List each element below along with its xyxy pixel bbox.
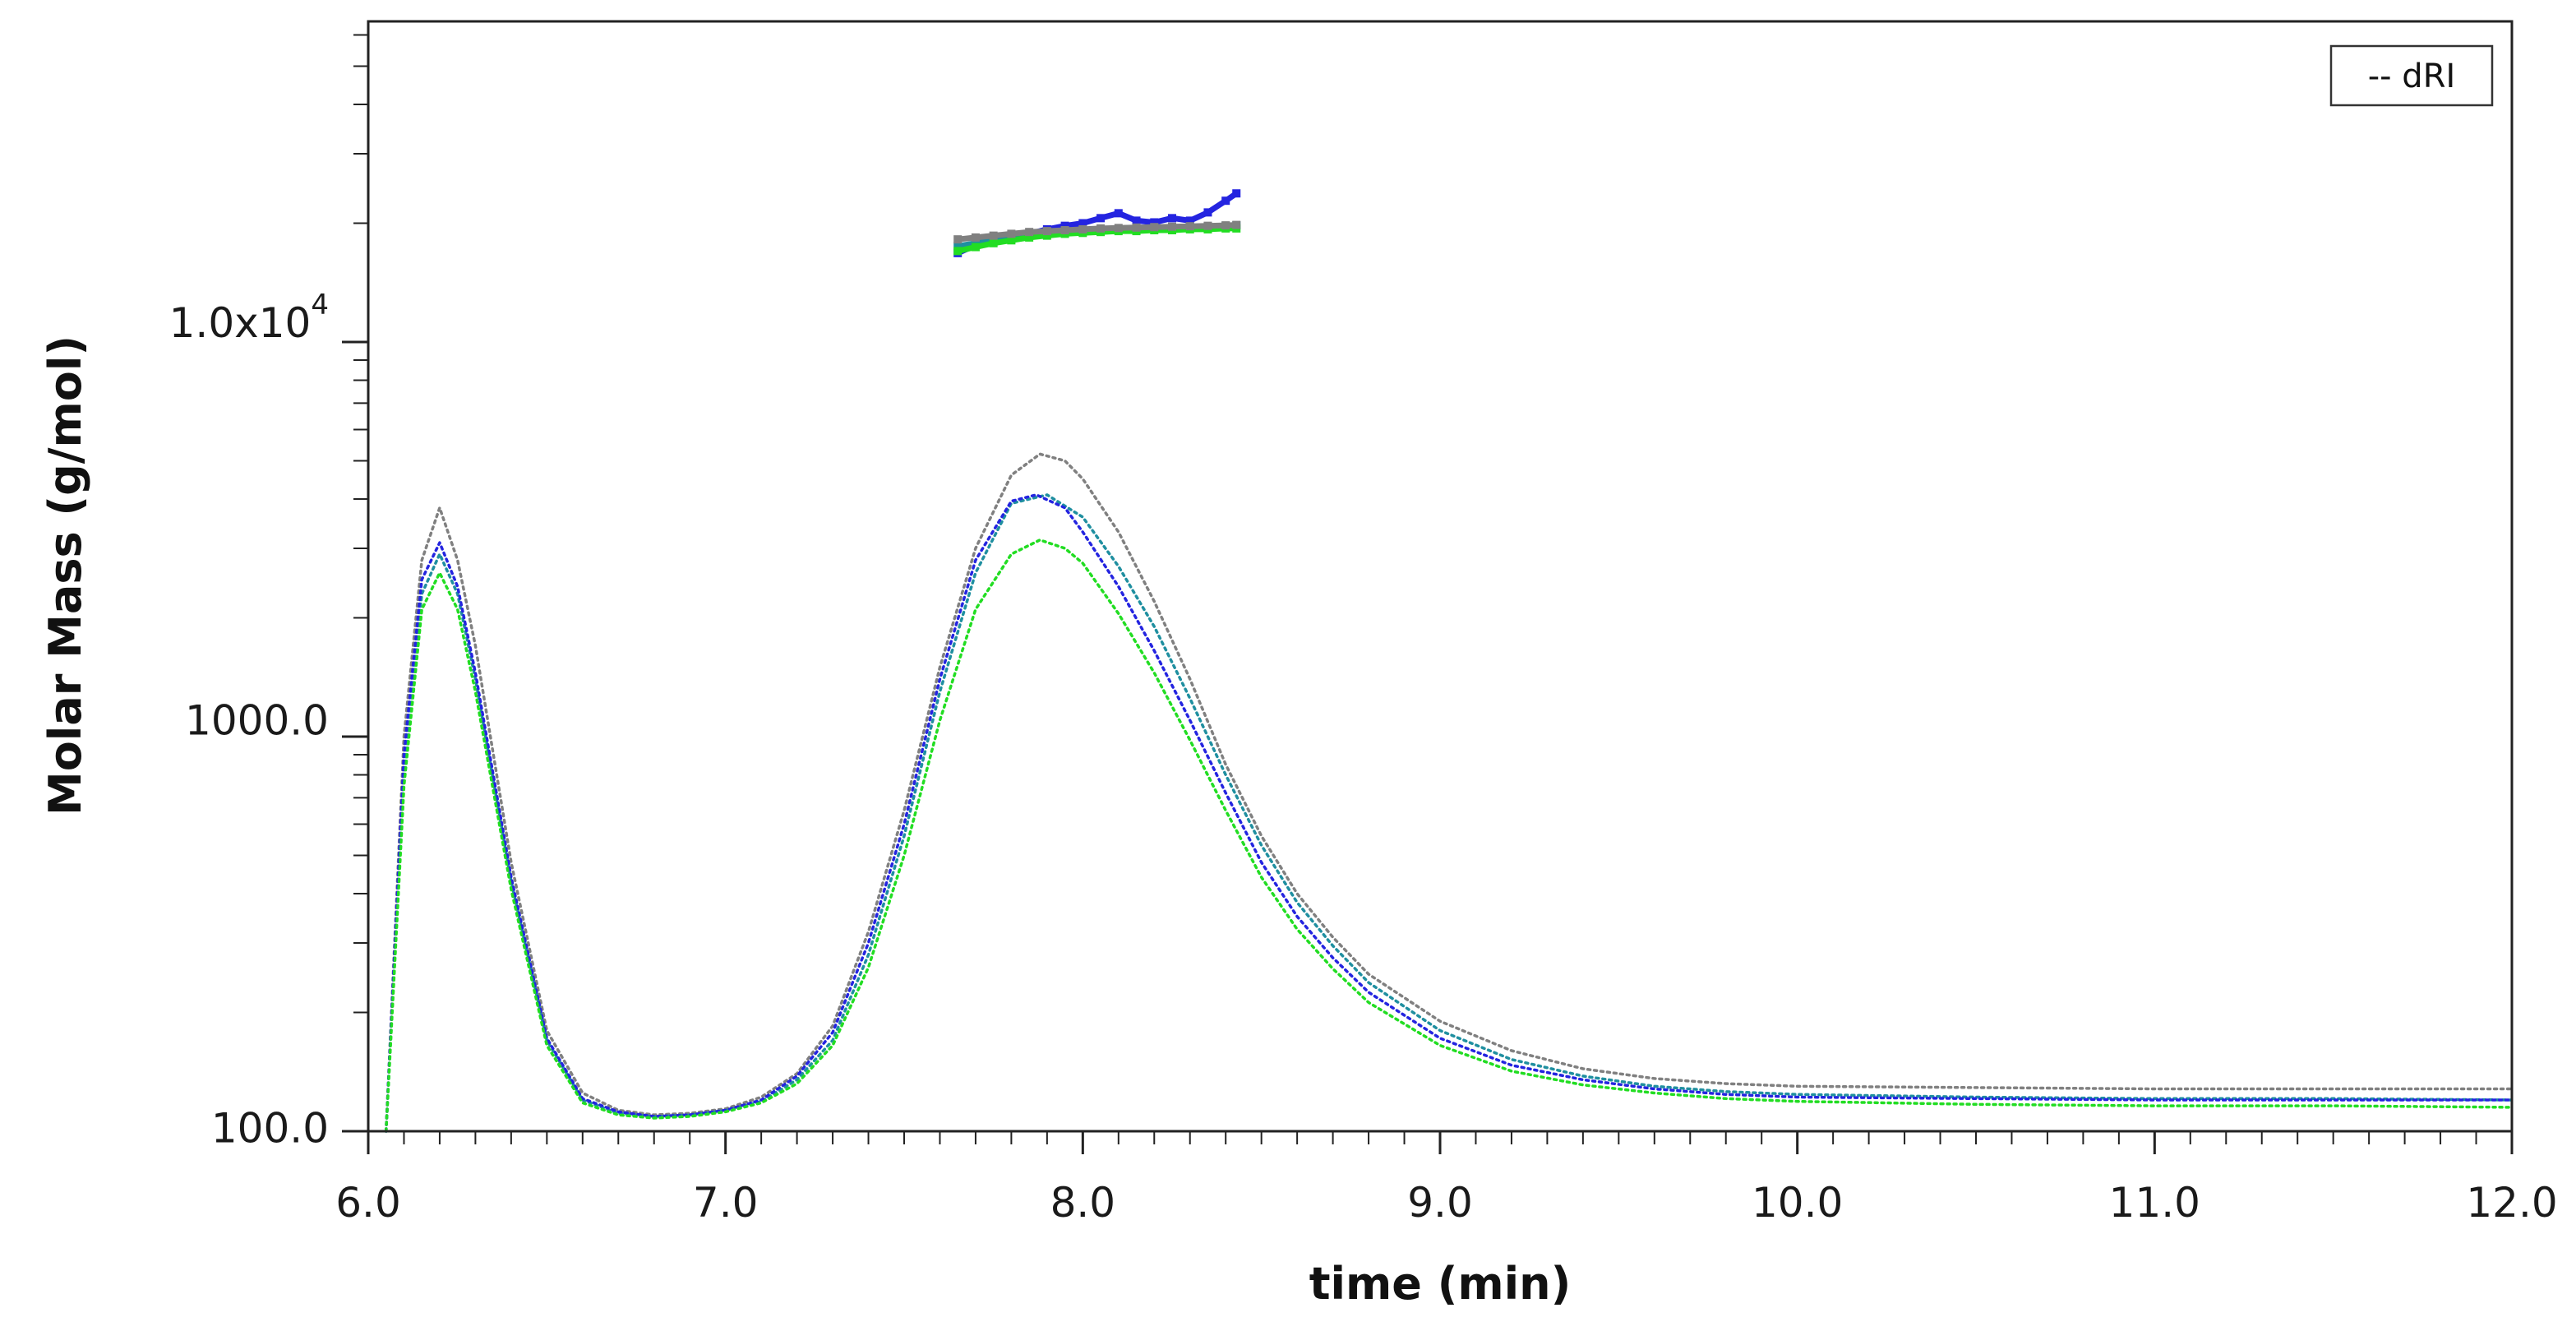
molar-mass-point [1221, 196, 1230, 206]
molar-mass-point [989, 231, 998, 240]
y-tick-10000-base: 1.0x10 [169, 299, 312, 347]
x-tick-label: 11.0 [2109, 1179, 2200, 1227]
molar-mass-point [1114, 209, 1123, 218]
dri-trace-4 [384, 538, 2514, 1133]
y-tick-label-1000: 1000.0 [185, 697, 329, 745]
molar-mass-point [1114, 224, 1123, 233]
molar-mass-point [971, 233, 980, 242]
molar-mass-point [1042, 231, 1051, 240]
dri-trace-3 [384, 493, 2514, 1133]
molar-mass-point [1007, 229, 1016, 238]
axis-layer [342, 34, 2514, 1154]
molar-mass-point [1025, 228, 1034, 237]
molar-mass-point [1221, 221, 1230, 230]
dri-trace-1 [384, 452, 2514, 1133]
molar-mass-point [1168, 222, 1176, 231]
molar-mass-point [953, 247, 963, 256]
molar-mass-point [1007, 236, 1016, 245]
y-tick-label-100: 100.0 [211, 1105, 329, 1153]
plot-frame [367, 20, 2514, 1133]
molar-mass-point [1150, 218, 1159, 227]
molar-mass-point [1042, 227, 1051, 236]
x-tick-label: 9.0 [1407, 1179, 1473, 1227]
molar-mass-point [1203, 221, 1212, 230]
x-tick-label: 12.0 [2466, 1179, 2557, 1227]
molar-mass-point [1078, 224, 1087, 233]
molar-mass-point [1132, 216, 1141, 225]
molar-mass-point [953, 235, 963, 244]
molar-mass-point [989, 238, 998, 247]
y-tick-label-10000: 1.0x104 [169, 289, 329, 347]
molar-mass-point [1096, 224, 1106, 233]
molar-mass-point [1025, 233, 1034, 242]
molar-mass-point [1078, 219, 1087, 228]
series-layer [384, 189, 2514, 1133]
y-tick-10000-exponent: 4 [311, 289, 329, 321]
molar-mass-point [1203, 208, 1212, 217]
molar-mass-point [1150, 223, 1159, 232]
molar-mass-point [1232, 220, 1241, 229]
legend-box [2329, 44, 2494, 107]
x-tick-label: 8.0 [1050, 1179, 1116, 1227]
molar-mass-point [971, 243, 980, 252]
molar-mass-point [1185, 216, 1194, 225]
x-axis-title: time (min) [1309, 1258, 1572, 1310]
molar-mass-point [1185, 222, 1194, 231]
molar-mass-point [1132, 223, 1141, 232]
molar-mass-point [953, 242, 963, 251]
molar-mass-point [1232, 189, 1241, 198]
molar-mass-point [1096, 214, 1106, 223]
x-tick-label: 7.0 [693, 1179, 759, 1227]
x-tick-labels: 6.0 7.0 8.0 9.0 10.0 11.0 12.0 [335, 1179, 2557, 1227]
x-tick-label: 10.0 [1752, 1179, 1843, 1227]
molar-mass-point [1060, 221, 1069, 230]
legend-entry-dri: -- dRI [2368, 58, 2456, 95]
y-axis-title: Molar Mass (g/mol) [39, 335, 91, 816]
molar-mass-point [1168, 214, 1176, 223]
molar-mass-point [1060, 226, 1069, 235]
legend: -- dRI [2329, 44, 2494, 107]
x-tick-label: 6.0 [335, 1179, 401, 1227]
